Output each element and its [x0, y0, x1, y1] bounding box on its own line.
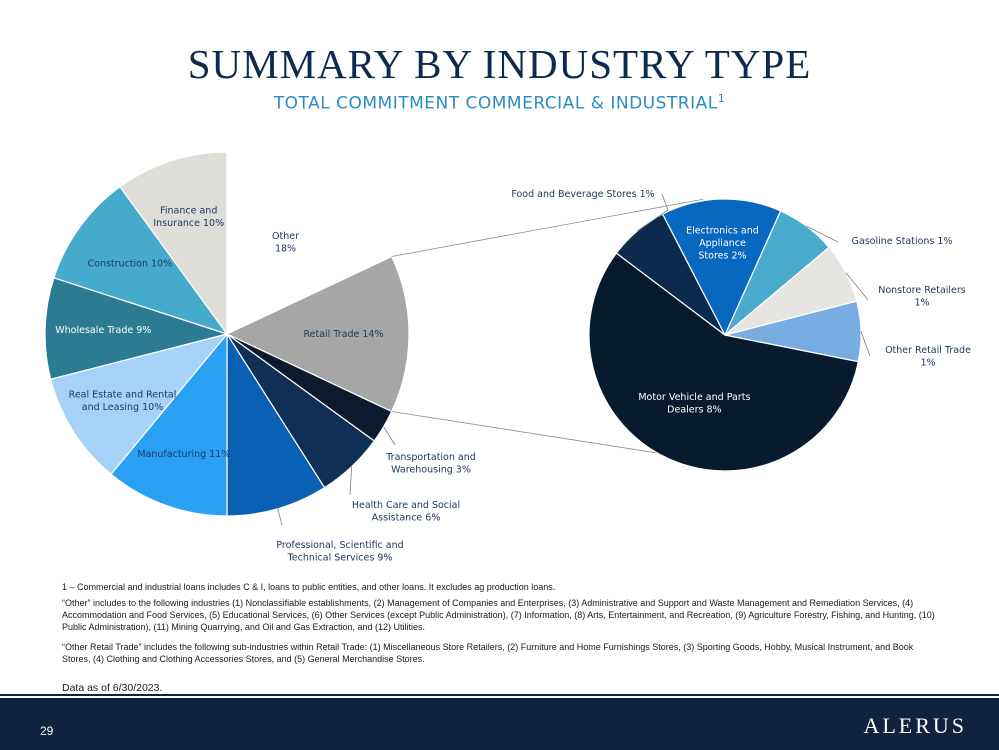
- pie-slice-construction: [53, 185, 229, 336]
- label-other-retail-trade: Other Retail Trade 1%: [885, 345, 971, 369]
- label-manufacturing: Manufacturing 11%: [137, 449, 230, 460]
- label-nonstore-retailers: Nonstore Retailers 1%: [878, 285, 966, 309]
- footer-bar: [0, 698, 999, 750]
- pie-slice-retail-trade: [225, 255, 410, 413]
- retail-slice-motor-vehicle-and-parts-dealers: [588, 252, 860, 472]
- subtitle-footnote-mark: 1: [717, 92, 726, 105]
- pie-slice-finance-and-insurance: [119, 151, 228, 336]
- retail-pie: [588, 198, 862, 472]
- label-wholesale-trade: Wholesale Trade 9%: [55, 325, 151, 336]
- leader-line-transportation-and-warehousing: [383, 426, 396, 446]
- retail-slice-other-retail-trade: [724, 300, 862, 363]
- footnote-1: 1 – Commercial and industrial loans incl…: [62, 582, 556, 592]
- label-other: Other 18%: [272, 231, 299, 255]
- label-transportation-and-warehousing: Transportation and Warehousing 3%: [385, 452, 476, 476]
- page-title: SUMMARY BY INDUSTRY TYPE: [187, 41, 812, 87]
- pie-slice-manufacturing: [110, 332, 228, 517]
- leader-line-professional-scientific-and-technical-services: [277, 508, 283, 526]
- industry-pie-charts: Other 18% Retail Trade 14% Transportation a…: [44, 151, 971, 564]
- label-health-care-and-social-assistance: Health Care and Social Assistance 6%: [352, 500, 460, 524]
- label-construction: Construction 10%: [88, 258, 173, 269]
- retail-slice-electronics-and-appliance-stores: [661, 198, 782, 337]
- data-as-of: Data as of 6/30/2023.: [62, 682, 163, 694]
- page-subtitle: TOTAL COMMITMENT COMMERCIAL & INDUSTRIAL…: [0, 92, 999, 114]
- leader-line-other-retail-trade: [860, 331, 871, 357]
- page-number: 29: [40, 724, 54, 738]
- leader-line-health-care-and-social-assistance: [349, 466, 352, 496]
- label-real-estate-and-rental-and-leasing: Real Estate and Rental and Leasing 10%: [69, 389, 177, 413]
- label-motor-vehicle-and-parts-dealers: Motor Vehicle and Parts Dealers 8%: [638, 392, 750, 416]
- pie-slice-real-estate-and-rental-and-leasing: [49, 332, 229, 476]
- connector-top: [391, 198, 704, 257]
- main-pie: [44, 151, 410, 517]
- brand-logo: ALERUS: [863, 713, 967, 738]
- leader-line-food-and-beverage-stores: [637, 193, 669, 232]
- footnote-other: “Other” includes to the following indust…: [62, 598, 935, 632]
- pie-slice-other: [226, 151, 393, 335]
- footer-divider: [0, 694, 999, 696]
- footnote-other-retail: “Other Retail Trade” includes the follow…: [62, 642, 914, 664]
- pie-slice-wholesale-trade: [44, 277, 230, 380]
- leader-line-gasoline-stations: [806, 226, 839, 243]
- label-finance-and-insurance: Finance and Insurance 10%: [153, 205, 224, 229]
- label-gasoline-stations: Gasoline Stations 1%: [852, 236, 953, 247]
- label-food-and-beverage-stores: Food and Beverage Stores 1%: [511, 189, 654, 200]
- pie-labels: Other 18% Retail Trade 14% Transportation a…: [55, 189, 971, 564]
- label-electronics-and-appliance-stores: Electronics and Appliance Stores 2%: [686, 226, 759, 262]
- label-retail-trade: Retail Trade 14%: [303, 329, 383, 340]
- label-professional-scientific-and-technical-services: Professional, Scientific and Technical Se…: [276, 540, 403, 564]
- leader-line-nonstore-retailers: [845, 272, 869, 301]
- subtitle-text: TOTAL COMMITMENT COMMERCIAL & INDUSTRIAL: [273, 93, 718, 114]
